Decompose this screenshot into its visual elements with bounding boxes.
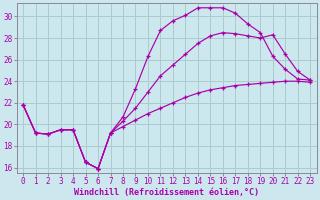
X-axis label: Windchill (Refroidissement éolien,°C): Windchill (Refroidissement éolien,°C) xyxy=(74,188,259,197)
